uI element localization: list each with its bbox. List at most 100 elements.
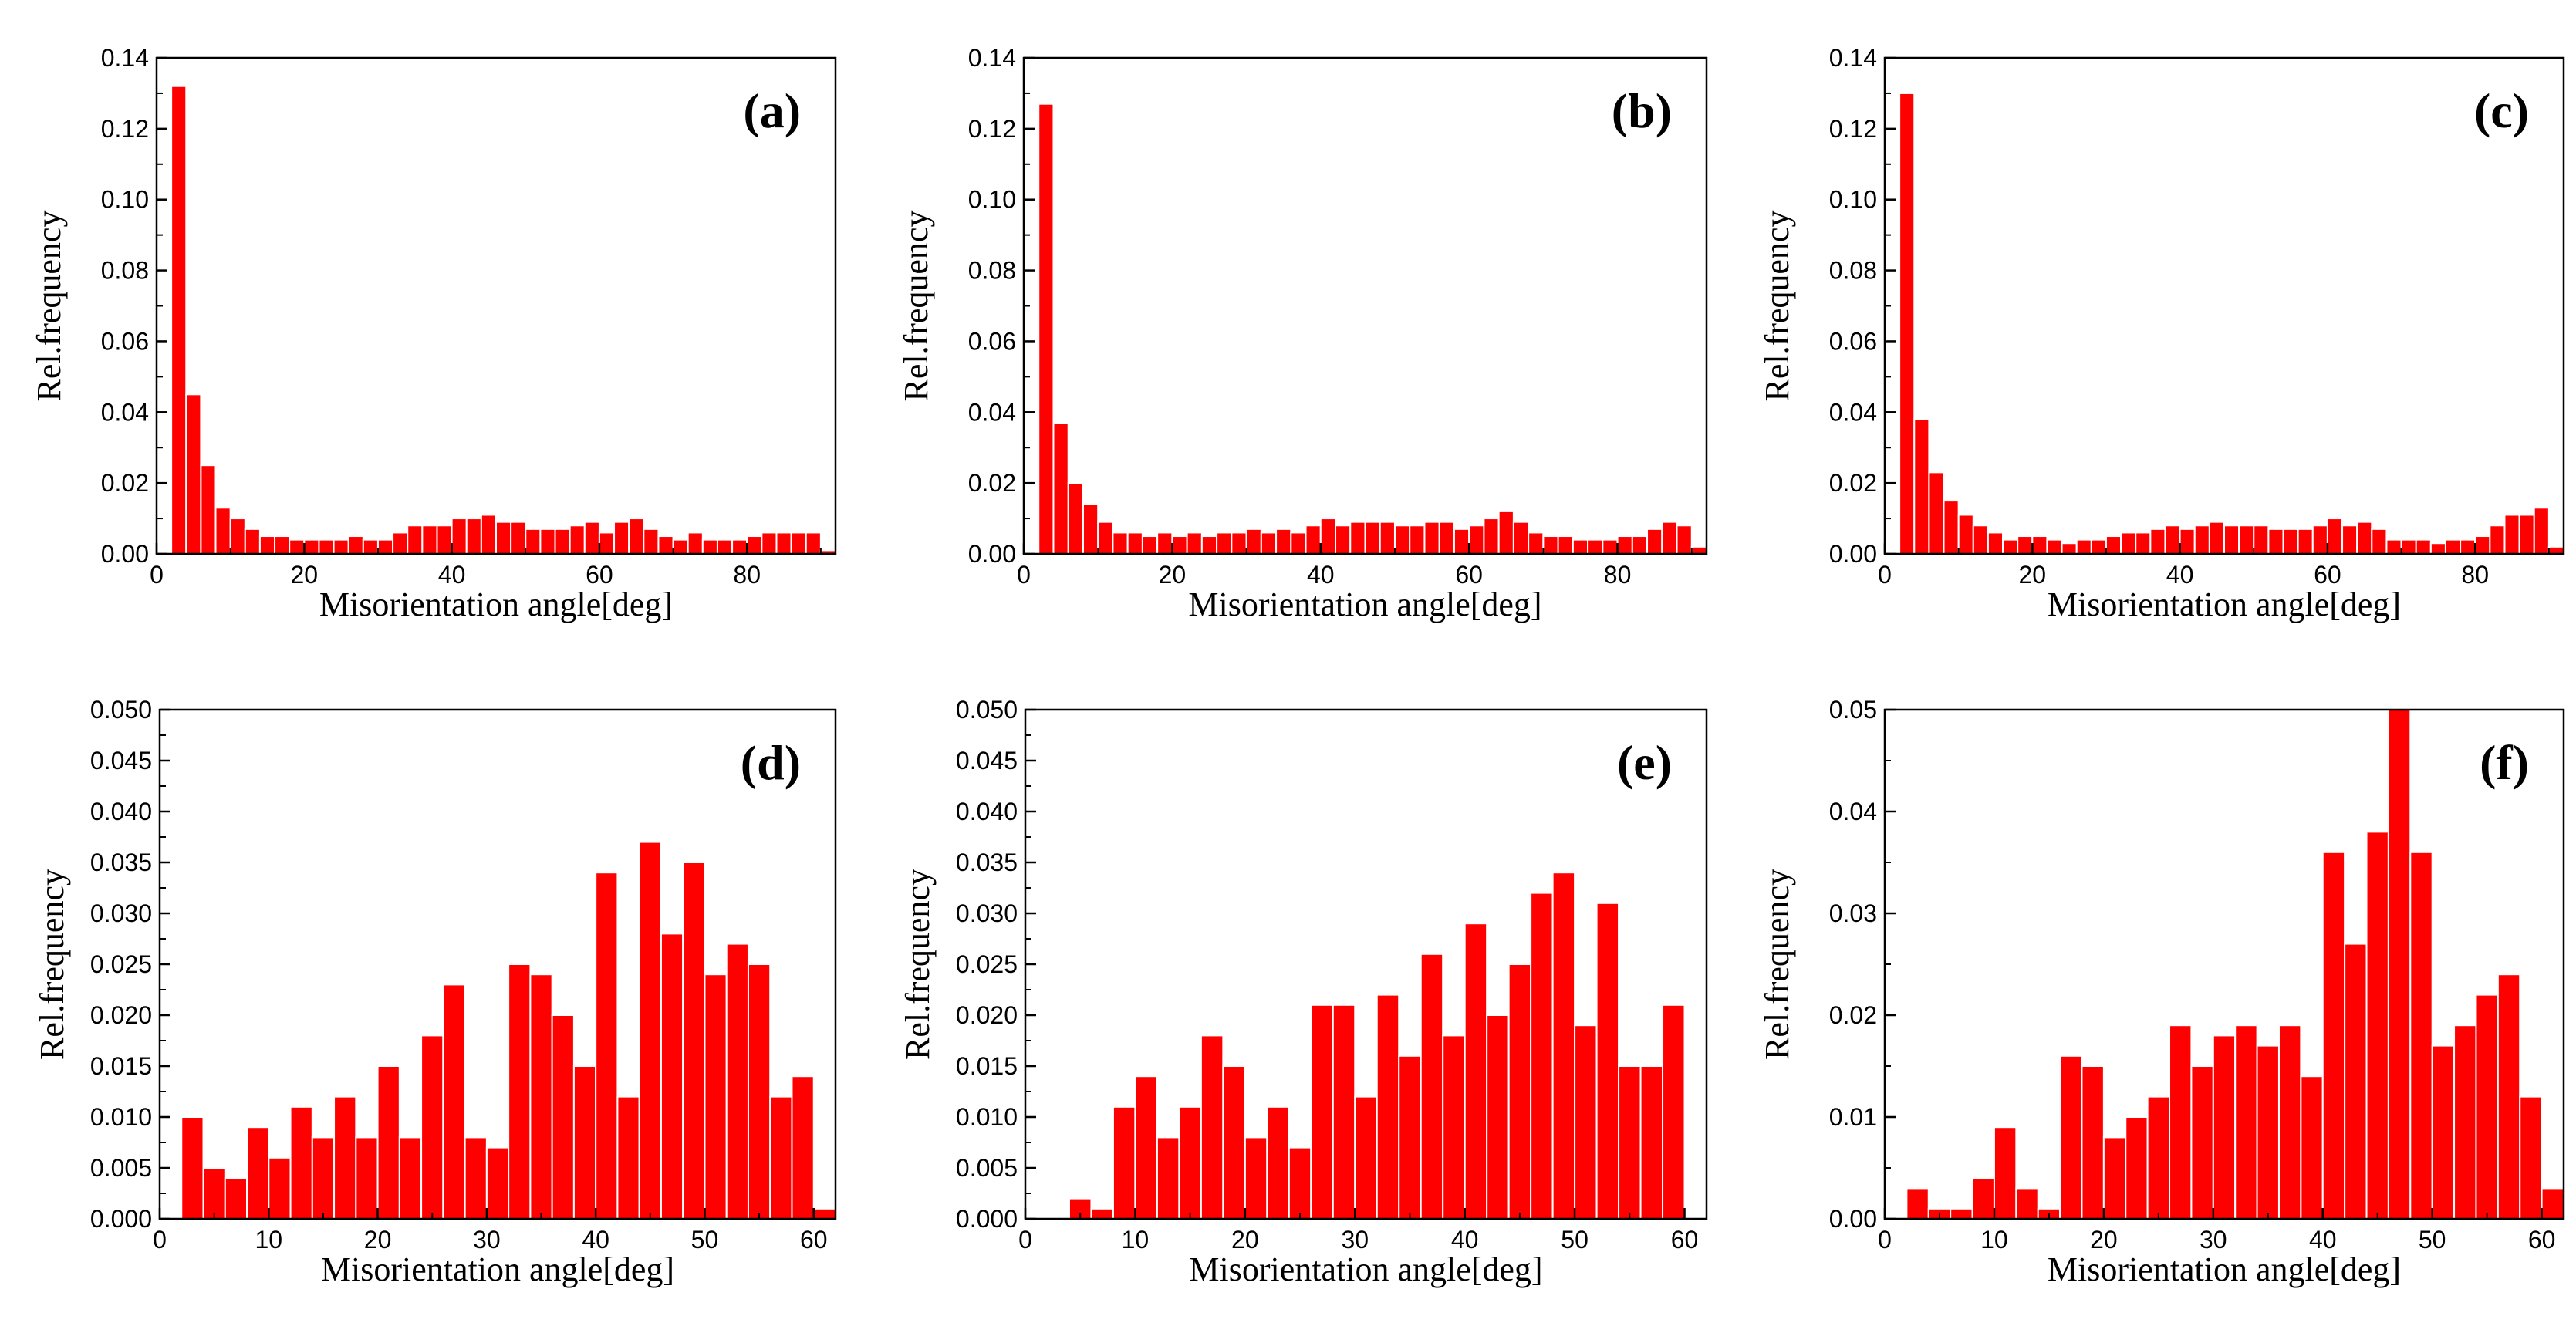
y-ticks-d: 0.000 0.005 0.010 0.015 0.020 0.025 0.030 0.035… xyxy=(90,696,170,1233)
bar xyxy=(420,1034,444,1220)
bar xyxy=(1231,532,1247,555)
bar xyxy=(311,1136,336,1220)
plot-frame-a xyxy=(155,56,837,555)
bar xyxy=(1676,525,1693,555)
y-ticks-b: 0.00 0.02 0.04 0.06 0.08 0.10 0.12 0.14 xyxy=(968,44,1035,568)
bar xyxy=(1528,532,1545,555)
bar xyxy=(485,1146,510,1220)
bar xyxy=(725,943,749,1220)
bar xyxy=(2164,525,2181,555)
bar xyxy=(1200,535,1218,555)
bar xyxy=(274,535,291,555)
bar xyxy=(1464,923,1488,1220)
x-tick-label: 40 xyxy=(1451,1226,1479,1254)
bar xyxy=(362,538,379,555)
bar xyxy=(638,841,662,1220)
bar xyxy=(214,507,231,555)
bar xyxy=(510,521,527,555)
y-tick-label: 0.02 xyxy=(1829,469,1877,497)
bar xyxy=(2017,535,2034,555)
bar xyxy=(2061,542,2078,555)
x-tick-label: 20 xyxy=(364,1226,392,1254)
bar xyxy=(2031,535,2048,555)
y-tick-label: 0.02 xyxy=(968,469,1016,497)
x-tick-label: 40 xyxy=(1307,561,1335,589)
y-tick-label: 0.04 xyxy=(101,398,149,426)
y-axis-label-e: Rel.frequency xyxy=(899,869,937,1060)
bars-e xyxy=(1068,872,1686,1220)
bar xyxy=(1216,532,1233,555)
bar xyxy=(529,974,553,1220)
bars-f xyxy=(1906,709,2564,1220)
bar xyxy=(202,1167,226,1220)
y-tick-label: 0.14 xyxy=(1829,44,1877,72)
x-tick-label: 40 xyxy=(2309,1226,2337,1254)
x-tick-label: 20 xyxy=(1159,561,1187,589)
y-tick-label: 0.14 xyxy=(968,44,1016,72)
bar xyxy=(2234,1024,2258,1220)
bar xyxy=(442,984,466,1220)
bar xyxy=(1950,1207,1973,1220)
bar xyxy=(318,538,335,555)
bar xyxy=(1987,532,2004,555)
x-axis-label-b: Misorientation angle[deg] xyxy=(1188,586,1541,623)
bar xyxy=(1319,518,1337,555)
bar xyxy=(508,963,532,1220)
x-tick-label: 60 xyxy=(1671,1226,1699,1254)
bar xyxy=(1082,503,1099,555)
plot-frame-b xyxy=(1022,56,1708,555)
x-tick-label: 0 xyxy=(1878,561,1892,589)
bar xyxy=(1639,1065,1664,1220)
bar xyxy=(1335,525,1352,555)
bar xyxy=(1349,521,1366,555)
bar xyxy=(200,464,217,555)
bar xyxy=(716,538,734,555)
bar xyxy=(268,1156,292,1220)
bar xyxy=(595,872,619,1220)
bar xyxy=(333,1095,357,1220)
y-tick-label: 0.10 xyxy=(101,186,149,214)
bar xyxy=(2059,1055,2083,1220)
y-tick-label: 0.050 xyxy=(90,696,152,724)
x-tick-label: 60 xyxy=(2528,1226,2556,1254)
bar xyxy=(1551,872,1576,1220)
y-tick-label: 0.010 xyxy=(90,1103,152,1131)
bar xyxy=(2253,525,2270,555)
y-axis-label-d: Rel.frequency xyxy=(33,869,71,1060)
x-tick-label: 0 xyxy=(150,561,164,589)
bar xyxy=(1483,518,1500,555)
y-tick-label: 0.10 xyxy=(1829,186,1877,214)
y-tick-label: 0.12 xyxy=(101,115,149,143)
y-tick-label: 0.00 xyxy=(101,540,149,568)
y-ticks-c: 0.00 0.02 0.04 0.06 0.08 0.10 0.12 0.14 xyxy=(1829,44,1896,568)
bar xyxy=(2385,538,2402,555)
y-tick-label: 0.01 xyxy=(1829,1103,1877,1131)
bar xyxy=(805,532,822,555)
y-tick-label: 0.03 xyxy=(1829,899,1877,927)
bar xyxy=(1616,535,1633,555)
x-tick-label: 40 xyxy=(582,1226,609,1254)
x-ticks-c: 0 20 40 60 80 xyxy=(1878,543,2550,589)
bar xyxy=(1052,422,1069,555)
bar xyxy=(812,1207,837,1220)
bar xyxy=(436,525,453,555)
bar xyxy=(376,538,394,555)
bar xyxy=(791,1075,815,1220)
bar xyxy=(2282,528,2299,555)
bar xyxy=(1993,1126,2017,1220)
bar xyxy=(398,1136,423,1220)
bar xyxy=(1379,521,1396,555)
bars-d xyxy=(181,841,837,1220)
bar xyxy=(2046,538,2063,555)
bar xyxy=(421,525,438,555)
bar xyxy=(289,538,306,555)
bar xyxy=(2212,1034,2237,1220)
y-tick-label: 0.025 xyxy=(90,950,152,978)
bar xyxy=(2297,528,2314,555)
bar xyxy=(2105,535,2122,555)
x-tick-label: 80 xyxy=(2461,561,2489,589)
bar xyxy=(2146,1095,2171,1220)
y-tick-label: 0.015 xyxy=(90,1052,152,1080)
bar xyxy=(1156,1136,1180,1220)
bar xyxy=(616,1095,640,1220)
